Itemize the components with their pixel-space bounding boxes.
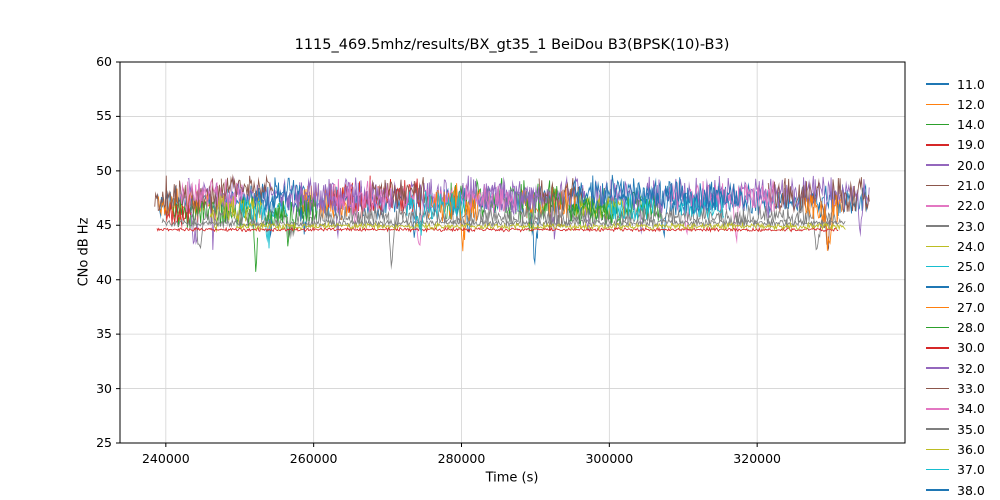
legend-color-line xyxy=(926,144,949,146)
legend-color-line xyxy=(926,83,949,85)
legend-label: 32.0 xyxy=(957,360,985,376)
legend-color-line xyxy=(926,184,949,187)
legend-label: 24.0 xyxy=(957,238,985,254)
legend-color-line xyxy=(926,103,949,106)
y-tick-label: 40 xyxy=(96,271,112,287)
legend-label: 33.0 xyxy=(957,381,985,396)
legend-color-line xyxy=(926,408,949,410)
legend-item: 35.0 xyxy=(926,419,985,439)
legend-label: 19.0 xyxy=(957,137,985,153)
legend-label: 36.0 xyxy=(957,441,985,457)
legend-label: 25.0 xyxy=(957,259,985,275)
legend-item: 27.0 xyxy=(926,297,985,317)
legend-item: 23.0 xyxy=(926,216,985,236)
legend-item: 36.0 xyxy=(926,439,985,459)
chart-title: 1115_469.5mhz/results/BX_gt35_1 BeiDou B… xyxy=(294,37,730,53)
legend-item: 28.0 xyxy=(926,318,985,338)
x-axis-label: Time (s) xyxy=(485,470,539,486)
legend-color-line xyxy=(926,225,949,227)
legend-label: 30.0 xyxy=(957,340,985,356)
legend-label: 27.0 xyxy=(957,299,985,315)
y-tick-label: 50 xyxy=(96,162,112,178)
legend-label: 14.0 xyxy=(957,117,985,133)
legend-item: 26.0 xyxy=(926,277,985,297)
legend-item: 22.0 xyxy=(926,196,985,216)
y-tick-label: 25 xyxy=(96,435,112,450)
x-tick-label: 300000 xyxy=(585,451,634,466)
x-tick-label: 260000 xyxy=(289,451,338,466)
legend-item: 14.0 xyxy=(926,115,985,135)
legend-label: 28.0 xyxy=(957,320,985,336)
legend-item: 19.0 xyxy=(926,135,985,155)
y-tick-label: 30 xyxy=(96,380,112,396)
legend-item: 11.0 xyxy=(926,74,985,94)
legend-item: 24.0 xyxy=(926,236,985,256)
legend-label: 22.0 xyxy=(957,198,985,214)
x-tick-label: 280000 xyxy=(437,451,486,466)
legend-color-line xyxy=(926,245,949,248)
legend-color-line xyxy=(926,286,949,288)
legend-color-line xyxy=(926,326,949,329)
legend-label: 26.0 xyxy=(957,279,985,295)
legend-item: 25.0 xyxy=(926,257,985,277)
legend-label: 35.0 xyxy=(957,421,985,437)
legend-item: 20.0 xyxy=(926,155,985,175)
legend-label: 34.0 xyxy=(957,401,985,417)
y-tick-label: 35 xyxy=(96,326,112,342)
legend-color-line xyxy=(926,428,949,430)
legend-color-line xyxy=(926,306,949,309)
legend-color-line xyxy=(926,387,949,390)
legend-item: 32.0 xyxy=(926,358,985,378)
y-tick-label: 55 xyxy=(96,108,112,124)
legend-color-line xyxy=(926,489,949,491)
legend-color-line xyxy=(926,265,949,268)
legend-color-line xyxy=(926,347,949,349)
y-tick-label: 45 xyxy=(96,217,112,233)
legend-label: 23.0 xyxy=(957,218,985,234)
x-tick-label: 240000 xyxy=(141,451,190,466)
legend-color-line xyxy=(926,468,949,471)
legend-color-line xyxy=(926,164,949,166)
legend-label: 20.0 xyxy=(957,157,985,173)
legend-item: 37.0 xyxy=(926,460,985,480)
legend-item: 34.0 xyxy=(926,399,985,419)
legend-color-line xyxy=(926,448,949,451)
legend-item: 21.0 xyxy=(926,176,985,196)
legend-label: 38.0 xyxy=(957,482,985,498)
legend-color-line xyxy=(926,367,949,369)
legend-item: 30.0 xyxy=(926,338,985,358)
legend-label: 21.0 xyxy=(957,178,985,193)
legend-label: 37.0 xyxy=(957,462,985,478)
legend-item: 12.0 xyxy=(926,94,985,114)
legend-label: 11.0 xyxy=(957,76,985,92)
legend-item: 38.0 xyxy=(926,480,985,500)
legend-color-line xyxy=(926,123,949,126)
legend-item: 33.0 xyxy=(926,379,985,399)
legend-color-line xyxy=(926,205,949,207)
x-tick-label: 320000 xyxy=(733,451,782,466)
y-tick-label: 60 xyxy=(96,54,112,69)
legend-label: 12.0 xyxy=(957,96,985,112)
